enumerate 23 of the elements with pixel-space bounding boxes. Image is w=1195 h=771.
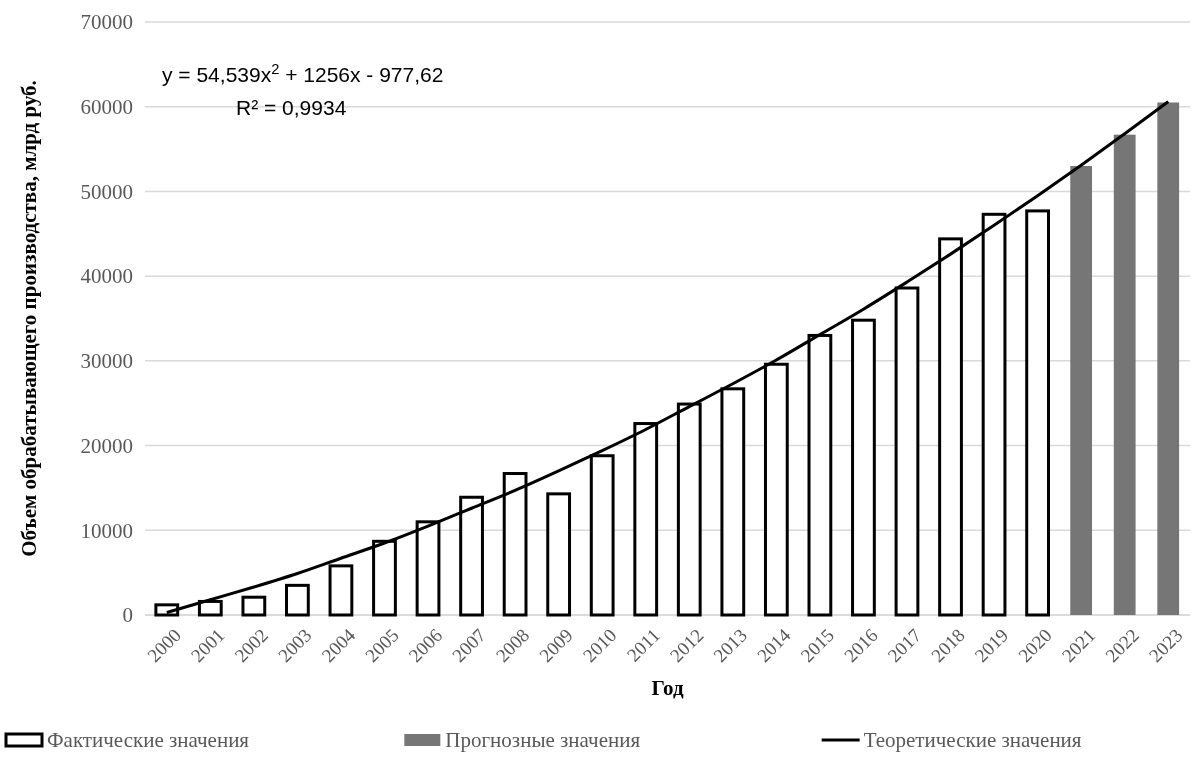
y-tick-label: 40000 (80, 264, 133, 289)
y-axis-title: Объем обрабатывающего производства, млрд руб. (17, 80, 41, 557)
y-tick-label: 10000 (80, 518, 133, 543)
legend-label: Теоретические значения (863, 728, 1082, 753)
x-axis-title: Год (651, 676, 684, 700)
annotation: R² = 0,9934 (236, 96, 347, 119)
bar (546, 492, 572, 617)
legend-label: Прогнозные значения (445, 728, 641, 753)
bar (1113, 134, 1136, 615)
y-tick-label: 0 (122, 603, 133, 628)
legend-label: Фактические значения (47, 728, 250, 753)
bar (1070, 166, 1093, 615)
bar (241, 595, 267, 617)
y-tick-label: 60000 (80, 95, 133, 120)
bar (1025, 209, 1050, 617)
y-tick-label: 50000 (80, 179, 133, 204)
y-tick-label: 70000 (80, 10, 133, 35)
x-tick-label: 2011 (622, 624, 664, 666)
y-tick-label: 20000 (80, 433, 133, 458)
y-tick-label: 30000 (80, 349, 133, 374)
bar (285, 583, 310, 617)
annotation: y = 54,539x$^{2}$ + 1256x - 977,62 (162, 61, 444, 86)
bar (1157, 102, 1180, 615)
